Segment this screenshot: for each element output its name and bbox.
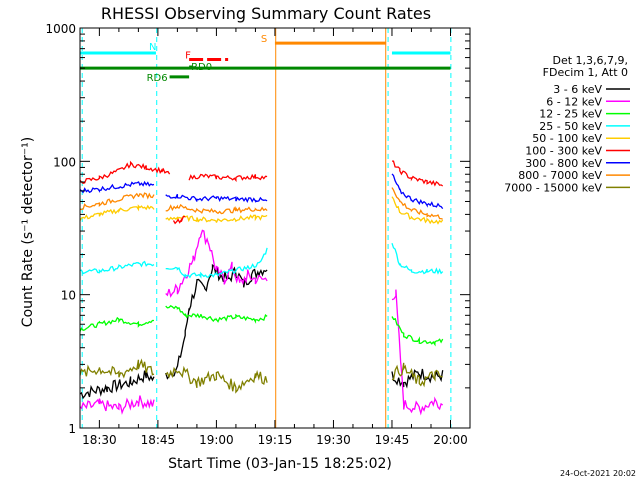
x-tick-label-0: 18:30 [82,433,117,447]
series-5-segment-1 [172,215,186,225]
chart-title: RHESSI Observing Summary Count Rates [101,4,431,23]
legend-label-8: 7000 - 15000 keV [504,181,602,194]
footer-date: 24-Oct-2021 20:02 [560,469,636,478]
x-tick-label-5: 19:45 [375,433,410,447]
series-3-segment-1 [165,247,268,279]
y-tick-label-2: 100 [53,155,76,169]
x-tick-label-2: 19:00 [199,433,234,447]
series-2-segment-2 [391,316,444,347]
annotation-1-label: S [261,34,267,45]
series-4-segment-2 [391,196,444,225]
series-5-segment-0 [80,160,171,185]
series-3 [80,242,444,279]
legend-label-0: 3 - 6 keV [553,83,602,96]
y-axis-label: Count Rate (s⁻¹ detector⁻¹) [20,137,36,327]
series-1-segment-2 [391,289,444,416]
series-7-segment-1 [165,203,268,215]
series-3-segment-0 [80,260,155,275]
series-6-segment-1 [165,193,268,204]
legend-label-3: 25 - 50 keV [539,120,602,133]
y-tick-label-3: 1000 [45,22,76,36]
series-6-segment-2 [391,173,444,210]
legend-label-6: 300 - 800 keV [525,157,602,170]
series-6-segment-0 [80,180,155,194]
series-7 [80,187,443,220]
legend-header-1: FDecim 1, Att 0 [543,66,628,79]
plot-area: NSFRD0RD6 [79,28,452,428]
y-tick-label-1: 10 [61,289,76,303]
x-tick-label-4: 19:30 [316,433,351,447]
x-tick-label-3: 19:15 [258,433,293,447]
legend-label-5: 100 - 300 keV [525,145,602,158]
annotation-1: S [261,34,387,45]
series-3-segment-2 [391,242,444,275]
annotation-2-label: F [185,51,191,62]
annotation-4: RD6 [147,73,190,84]
series-0-segment-0 [80,370,155,400]
series-8-segment-2 [391,362,443,388]
annotation-4-label: RD6 [147,73,168,84]
y-tick-label-0: 1 [68,422,76,436]
series-1-segment-0 [80,395,155,415]
legend-label-2: 12 - 25 keV [539,108,602,121]
series-8-segment-0 [80,358,155,379]
annotation-0: N [79,42,451,55]
x-tick-label-6: 20:00 [433,433,468,447]
legend-label-7: 800 - 7000 keV [518,169,602,182]
legend: Det 1,3,6,7,9,FDecim 1, Att 0 3 - 6 keV6 … [504,54,630,194]
series-4-segment-0 [80,204,155,222]
series-8 [80,358,443,394]
series-5-segment-3 [392,160,444,187]
series-7-segment-0 [80,192,155,211]
annotation-2: F [185,51,229,62]
axis-ticks: 18:30 18:45 19:00 19:15 19:30 19:45 20:00 1 10 10… [45,22,470,447]
x-tick-label-1: 18:45 [141,433,176,447]
series-2-segment-1 [165,304,268,324]
series-8-segment-1 [165,365,268,394]
annotation-0-label: N [149,42,156,53]
series-6 [80,173,444,210]
x-axis-label: Start Time (03-Jan-15 18:25:02) [168,456,392,472]
series-2 [80,304,444,347]
legend-label-1: 6 - 12 keV [546,95,602,108]
series-5 [80,160,444,225]
series-2-segment-0 [80,316,154,332]
legend-label-4: 50 - 100 keV [532,132,602,145]
series-7-segment-2 [391,187,443,220]
series-5-segment-2 [188,173,268,183]
legend-header-0: Det 1,3,6,7,9, [552,54,628,67]
